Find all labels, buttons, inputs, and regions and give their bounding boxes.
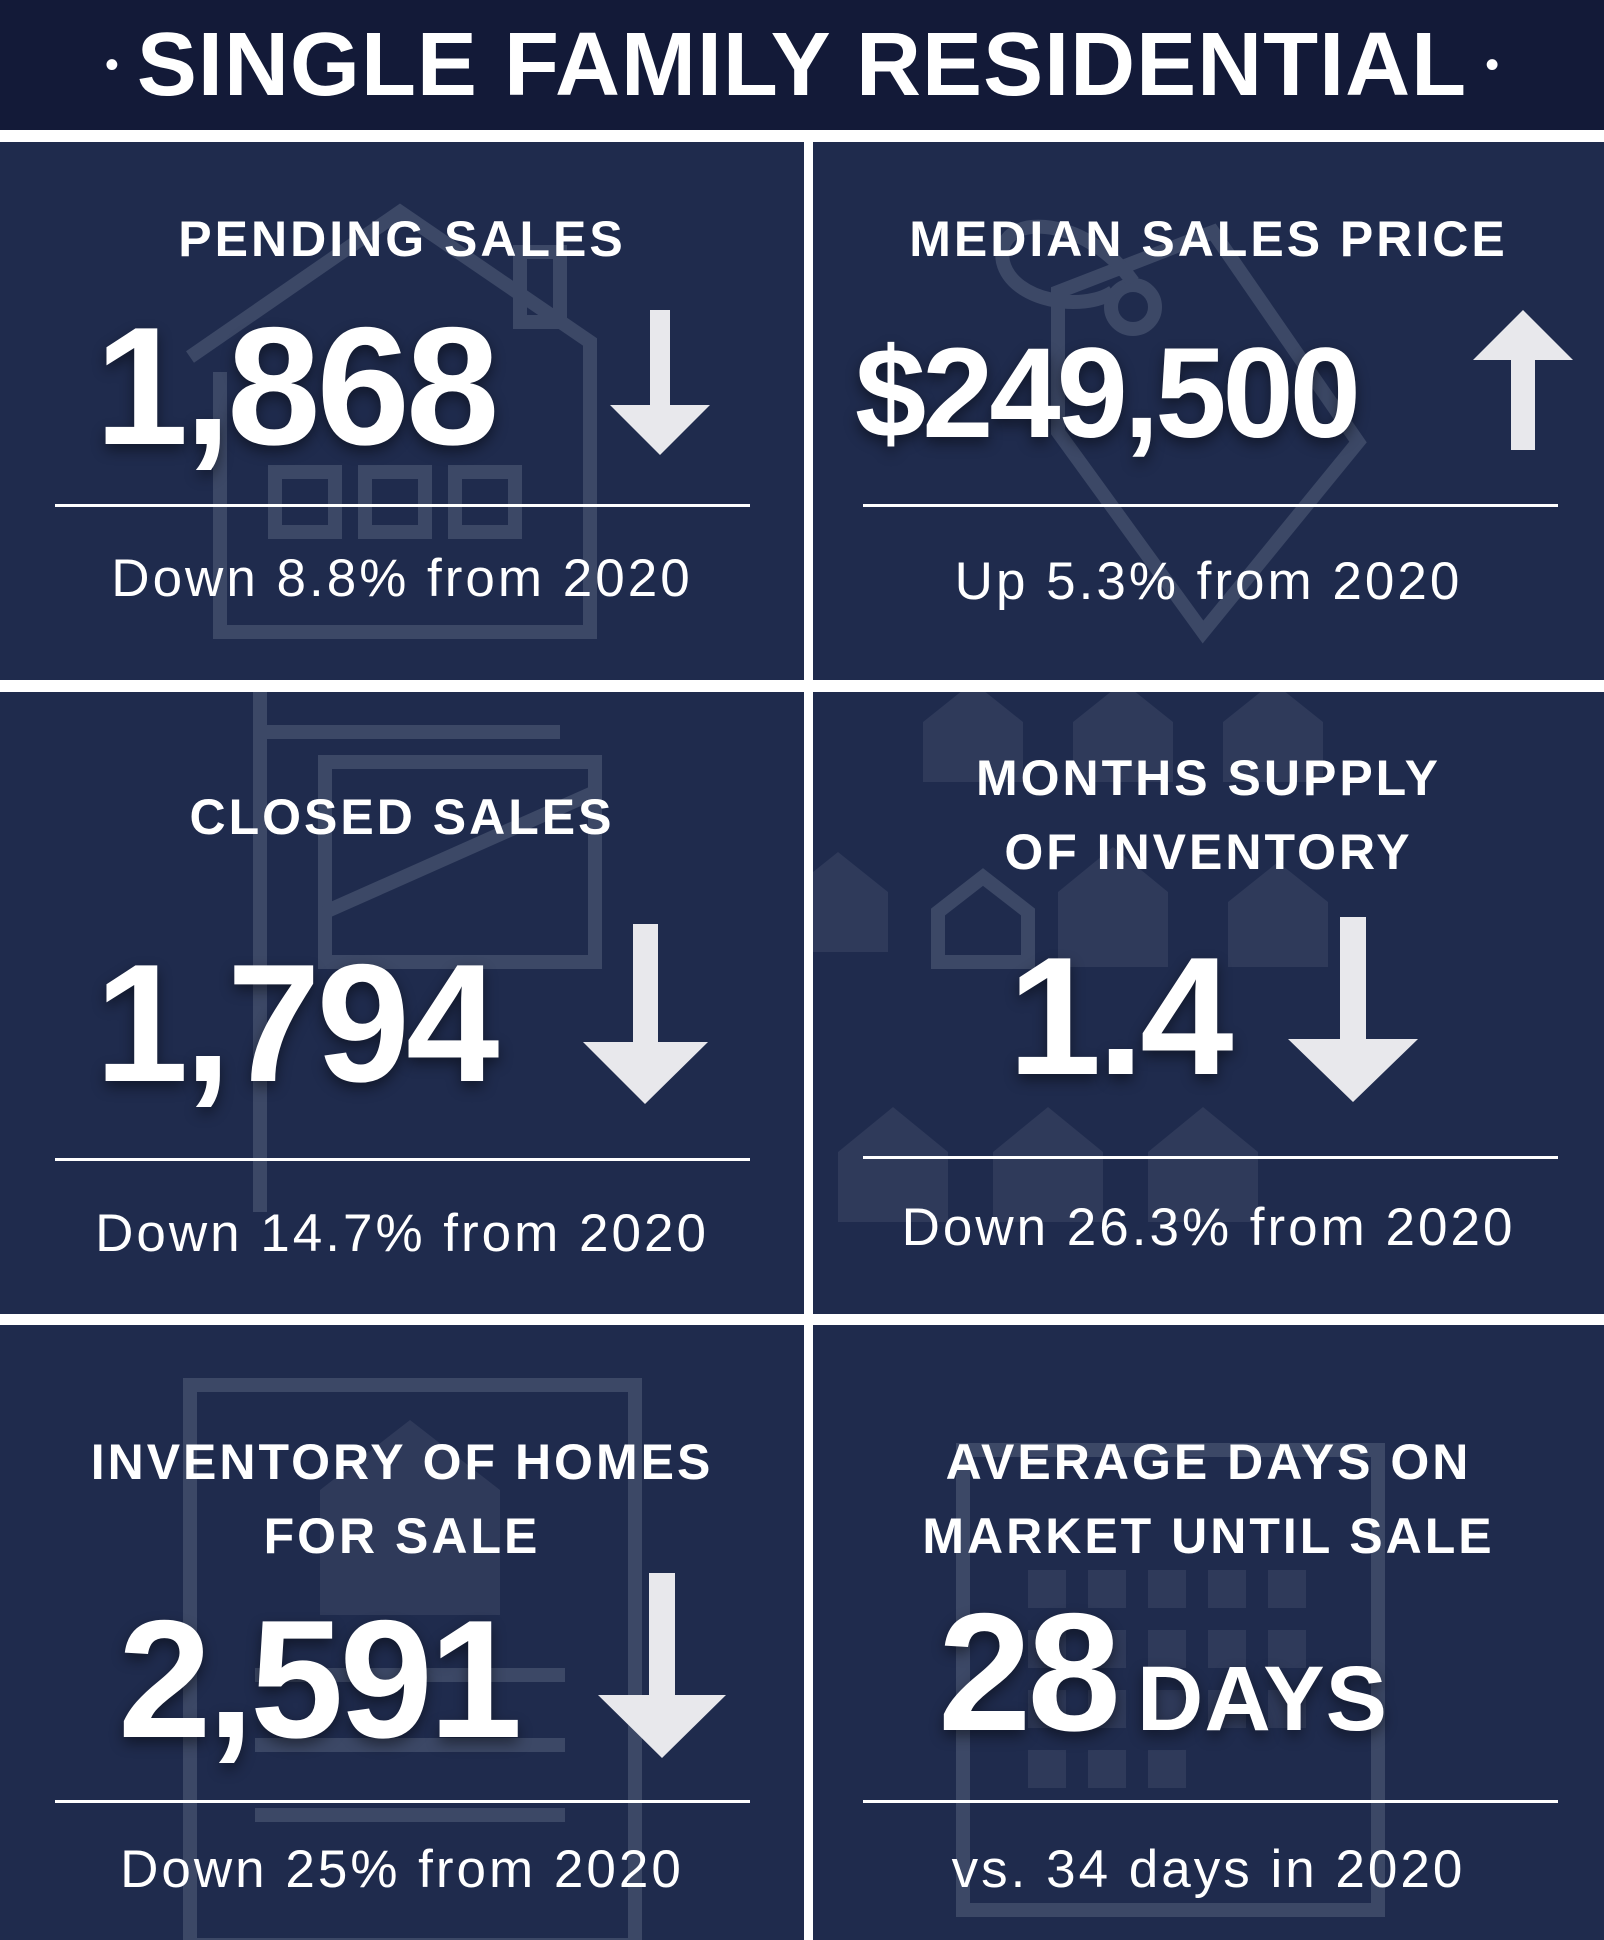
pending-sales-panel: PENDING SALES 1,868 Down 8.8% from 2020: [0, 142, 804, 680]
header-banner: • SINGLE FAMILY RESIDENTIAL •: [0, 0, 1604, 130]
header-dot-left: •: [104, 43, 119, 87]
divider: [863, 504, 1558, 507]
days-on-market-label-line2: MARKET UNTIL SALE: [922, 1508, 1495, 1564]
closed-sales-panel: CLOSED SALES 1,794 Down 14.7% from 2020: [0, 692, 804, 1314]
pending-sales-value: 1,868: [95, 292, 499, 480]
median-price-change: Up 5.3% from 2020: [954, 552, 1463, 611]
days-on-market-value-group: 28 DAYS: [938, 1588, 1388, 1756]
median-price-label: MEDIAN SALES PRICE: [909, 211, 1508, 267]
closed-sales-change: Down 14.7% from 2020: [95, 1204, 709, 1263]
pending-sales-label: PENDING SALES: [178, 211, 626, 267]
divider: [863, 1156, 1558, 1159]
houses-icon: [813, 692, 1328, 1222]
up-arrow-icon: [1473, 310, 1573, 450]
listing-icon: [183, 1378, 642, 1940]
price-tag-icon: [995, 219, 1367, 644]
days-on-market-label-line1: AVERAGE DAYS ON: [945, 1434, 1472, 1490]
median-price-value: $249,500: [855, 322, 1361, 465]
down-arrow-icon: [1288, 917, 1418, 1102]
months-supply-label-line1: MONTHS SUPPLY: [975, 750, 1441, 806]
inventory-label-line1: INVENTORY OF HOMES: [90, 1434, 714, 1490]
days-on-market-value: 28: [938, 1578, 1121, 1766]
down-arrow-icon: [583, 924, 708, 1104]
calendar-icon: [956, 1443, 1385, 1917]
sale-sign-icon: [253, 692, 602, 1212]
closed-sales-value: 1,794: [95, 929, 499, 1117]
divider: [863, 1800, 1558, 1803]
divider: [55, 1158, 750, 1161]
house-icon: [186, 203, 597, 639]
inventory-value: 2,591: [118, 1585, 522, 1773]
down-arrow-icon: [598, 1573, 726, 1758]
inventory-panel: INVENTORY OF HOMES FOR SALE 2,591 Down 2…: [0, 1325, 804, 1940]
inventory-change: Down 25% from 2020: [120, 1840, 684, 1899]
inventory-label-line2: FOR SALE: [263, 1508, 541, 1564]
months-supply-label-line2: OF INVENTORY: [1004, 824, 1413, 880]
months-supply-change: Down 26.3% from 2020: [901, 1198, 1516, 1257]
divider: [55, 504, 750, 507]
months-supply-panel: MONTHS SUPPLY OF INVENTORY 1.4 Down 26.3…: [813, 692, 1604, 1314]
days-on-market-panel: AVERAGE DAYS ON MARKET UNTIL SALE 28 DAYS…: [813, 1325, 1604, 1940]
down-arrow-icon: [610, 310, 710, 455]
inventory-label: INVENTORY OF HOMES FOR SALE: [0, 1425, 804, 1573]
months-supply-label: MONTHS SUPPLY OF INVENTORY: [813, 741, 1604, 889]
pending-sales-change: Down 8.8% from 2020: [111, 549, 693, 608]
days-on-market-change: vs. 34 days in 2020: [951, 1840, 1466, 1899]
median-price-panel: MEDIAN SALES PRICE $249,500 Up 5.3% from…: [813, 142, 1604, 680]
header-dot-right: •: [1485, 43, 1500, 87]
divider: [55, 1800, 750, 1803]
months-supply-value: 1.4: [1008, 922, 1234, 1110]
days-on-market-label: AVERAGE DAYS ON MARKET UNTIL SALE: [813, 1425, 1604, 1573]
days-on-market-unit: DAYS: [1136, 1648, 1389, 1750]
page-title: SINGLE FAMILY RESIDENTIAL: [136, 15, 1468, 115]
closed-sales-label: CLOSED SALES: [189, 789, 615, 845]
